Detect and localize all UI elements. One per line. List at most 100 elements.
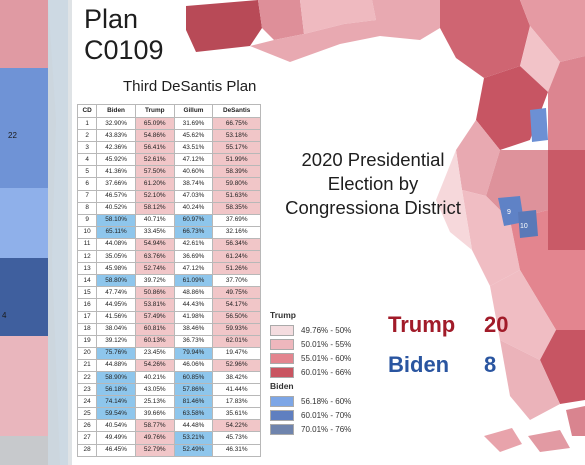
table-cell: 52.96% (212, 358, 261, 372)
map-label-10: 10 (520, 223, 528, 230)
table-cell: 54.86% (134, 129, 175, 143)
plan-title-line2: C0109 (84, 35, 164, 65)
table-cell: 40.52% (96, 201, 136, 215)
table-cell: 61.09% (173, 274, 214, 288)
table-cell: 66.73% (173, 225, 214, 239)
map-title-line1: 2020 Presidential (301, 149, 445, 170)
table-row: 8 40.52% 58.12% 40.24% 58.35% (76, 201, 261, 215)
panhandle-district-1 (186, 0, 262, 52)
table-cell: 2 (76, 129, 98, 143)
table-header-cell: Trump (134, 104, 175, 118)
table-cell: 54.26% (134, 358, 175, 372)
keys-district-1 (484, 428, 522, 452)
trump-tally: Trump 20 (388, 312, 508, 338)
table-cell: 40.71% (134, 213, 175, 227)
central-district-1 (456, 120, 500, 196)
table-cell: 48.86% (173, 286, 214, 300)
table-cell: 52.74% (134, 262, 175, 276)
map-title: 2020 Presidential Election by Congressio… (262, 148, 484, 220)
legend-item: 50.01% - 55% (270, 337, 351, 351)
table-row: 16 44.95% 53.81% 44.43% 54.17% (76, 298, 261, 312)
table-cell: 36.73% (173, 334, 214, 348)
table-cell: 10 (76, 225, 98, 239)
table-row: 5 41.36% 57.50% 40.60% 58.39% (76, 165, 261, 179)
table-cell: 56.41% (134, 141, 175, 155)
table-cell: 42.36% (96, 141, 136, 155)
table-cell: 40.21% (134, 370, 175, 385)
table-body: 1 32.90% 65.09% 31.69% 66.75% 2 43.83% 54.86% 45… (76, 116, 261, 457)
table-cell: 45.92% (96, 153, 136, 167)
table-cell: 23.45% (134, 346, 175, 360)
table-cell: 46.57% (96, 189, 136, 203)
table-cell: 44.08% (96, 237, 136, 252)
table-cell: 61.20% (134, 177, 175, 191)
legend-item: 60.01% - 66% (270, 365, 351, 379)
map-title-line3: Congressiona District (285, 197, 461, 218)
legend-label: 70.01% - 76% (301, 424, 352, 434)
table-cell: 41.98% (173, 310, 214, 324)
north-district-c (520, 26, 560, 92)
central-district-4 (462, 190, 520, 286)
gulf-coast-district (436, 150, 472, 250)
table-cell: 41.36% (96, 165, 136, 179)
table-cell: 62.01% (212, 334, 261, 348)
left-district-red-top (0, 0, 48, 68)
table-cell: 54.94% (134, 237, 175, 252)
plan-title-line1: Plan (84, 4, 139, 34)
legend-biden-header: Biden (270, 381, 294, 391)
panhandle-district-2 (258, 0, 304, 40)
left-district-ocean-edge (48, 0, 68, 465)
legend-swatch (270, 409, 294, 421)
map-label-9: 9 (507, 209, 511, 216)
biden-tally-count: 8 (484, 352, 497, 377)
panhandle-coast (250, 0, 440, 62)
table-cell: 41.44% (212, 383, 261, 397)
central-district-3 (548, 150, 585, 250)
table-cell: 5 (76, 165, 98, 179)
table-row: 3 42.36% 56.41% 43.51% 55.17% (76, 141, 261, 155)
table-cell: 31.69% (173, 116, 214, 131)
table-row: 1 32.90% 65.09% 31.69% 66.75% (76, 116, 261, 131)
legend: Trump 49.76% - 50% 50.01% - 55% 55.01% - 6… (270, 308, 351, 436)
table-cell: 43.83% (96, 129, 136, 143)
table-cell: 44.88% (96, 358, 136, 372)
north-district-b (520, 0, 585, 62)
table-cell: 16 (76, 298, 98, 312)
table-cell: 17.83% (212, 395, 261, 409)
central-district-blue-9 (498, 196, 524, 226)
table-cell: 58.12% (134, 201, 175, 215)
table-cell: 40.54% (96, 419, 136, 433)
table-cell: 60.97% (173, 213, 214, 227)
table-cell: 56.50% (212, 310, 261, 324)
table-cell: 38.46% (173, 322, 214, 336)
table-cell: 19.47% (212, 346, 261, 360)
table-cell: 46.31% (212, 443, 261, 457)
table-cell: 49.75% (212, 286, 261, 300)
table-cell: 20 (76, 346, 98, 360)
table-cell: 50.86% (134, 286, 175, 300)
table-cell: 25 (76, 407, 98, 421)
table-cell: 51.99% (212, 153, 261, 167)
table-cell: 57.50% (134, 165, 175, 179)
table-cell: 28 (76, 443, 98, 457)
table-cell: 57.86% (173, 383, 214, 397)
table-cell: 22 (76, 370, 98, 385)
table-cell: 45.73% (212, 431, 261, 445)
table-cell: 58.10% (96, 213, 136, 227)
table-cell: 9 (76, 213, 98, 227)
table-cell: 8 (76, 201, 98, 215)
table-cell: 54.22% (212, 419, 261, 433)
table-cell: 36.69% (173, 250, 214, 264)
table-cell: 27 (76, 431, 98, 445)
table-cell: 3 (76, 141, 98, 155)
table-cell: 14 (76, 274, 98, 288)
table-cell: 63.58% (173, 407, 214, 421)
south-district-2 (540, 330, 585, 404)
table-cell: 24 (76, 395, 98, 409)
table-row: 14 58.80% 39.72% 61.09% 37.70% (76, 274, 261, 288)
table-cell: 23 (76, 383, 98, 397)
table-row: 20 75.76% 23.45% 79.94% 19.47% (76, 346, 261, 360)
table-cell: 60.85% (173, 370, 214, 385)
table-cell: 58.35% (212, 201, 261, 215)
table-cell: 32.90% (96, 116, 136, 131)
